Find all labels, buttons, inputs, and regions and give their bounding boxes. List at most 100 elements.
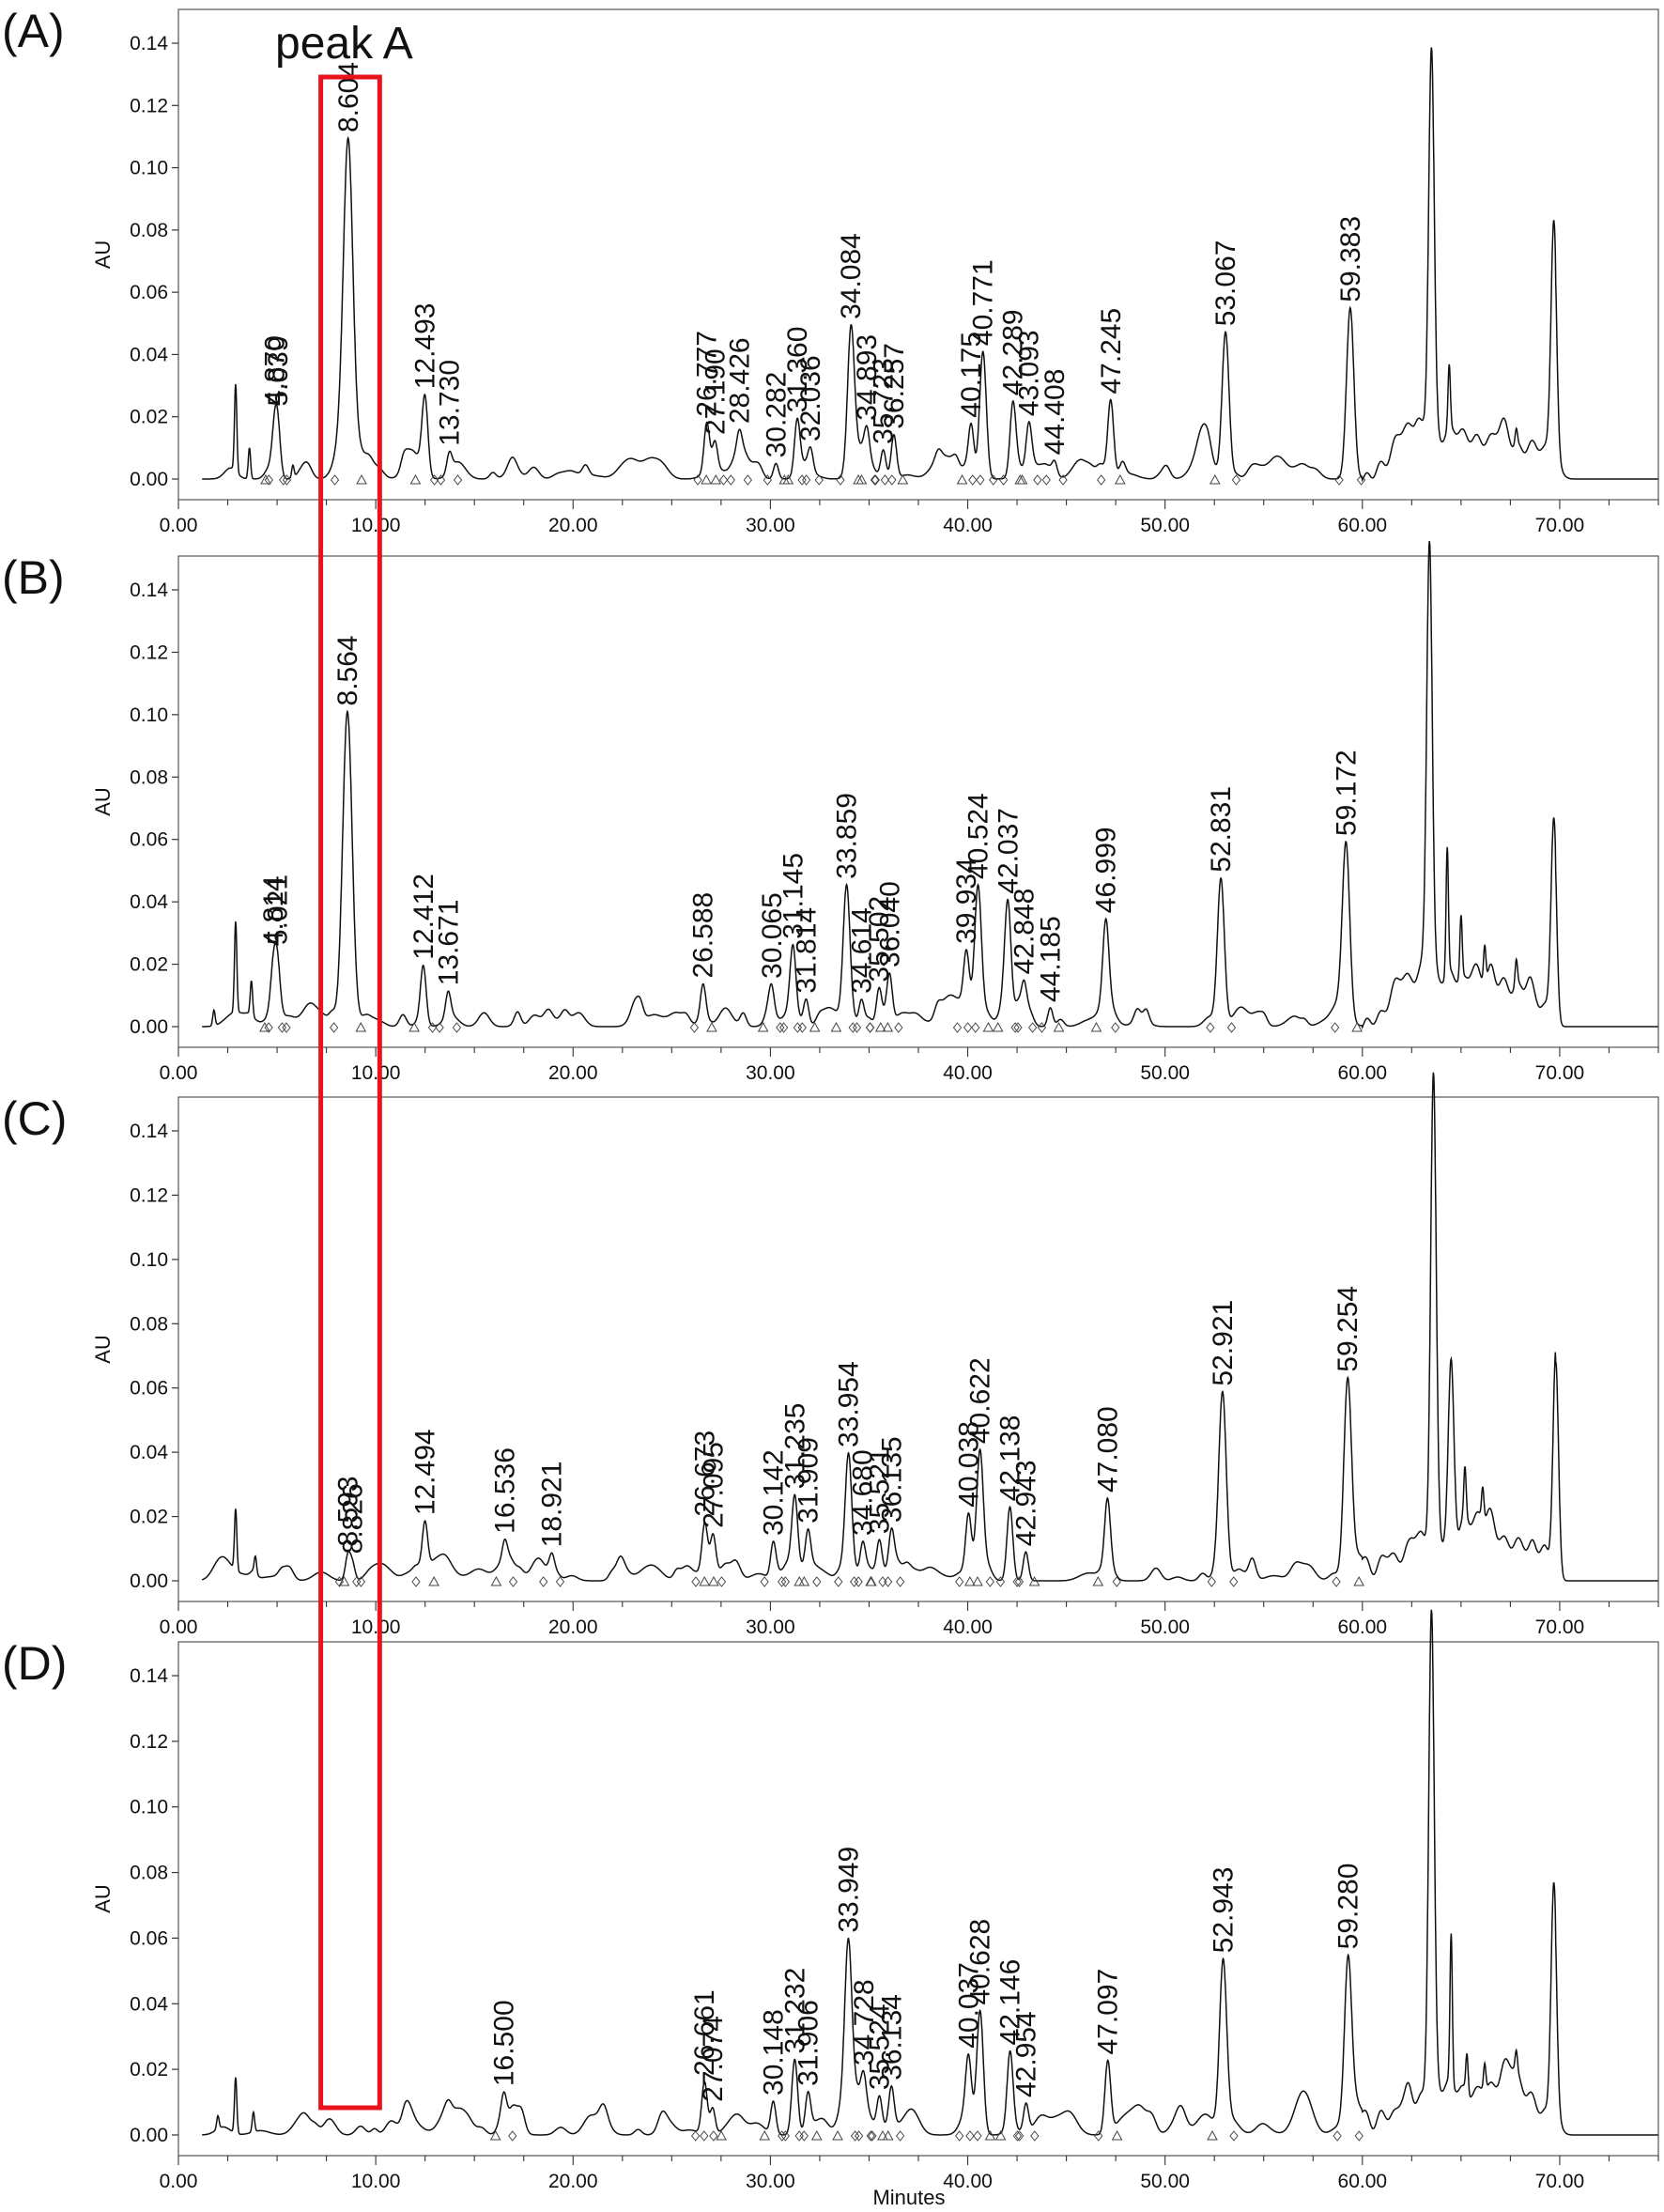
y-tick-label-a-4: 0.08 [130,220,168,241]
y-tick-label-b-7: 0.14 [130,580,168,601]
peak-label-a-13: 35.723 [869,358,900,444]
peak-marker-a-5-0 [693,474,702,486]
x-tick-label-b-3: 30.00 [746,1062,795,1084]
panel-label-a: (A) [2,5,65,57]
x-tick-label-c-6: 60.00 [1338,1616,1388,1638]
peak-marker-b-19-1 [1226,1022,1237,1033]
peak-marker-b-1-0 [264,1022,273,1033]
peak-marker-c-16-0 [995,1576,1006,1587]
peak-label-d-11: 40.628 [965,1919,996,2005]
y-axis-label-a: AU [91,240,115,270]
peak-marker-d-16-0 [1333,2130,1342,2142]
plot-frame-b [177,555,1659,1048]
y-tick-label-a-0: 0.00 [130,469,168,490]
peak-label-c-1: 8.593 [333,1476,364,1546]
peak-label-a-15: 40.175 [956,332,987,418]
y-tick-label-d-6: 0.12 [130,1731,168,1753]
x-tick-label-d-5: 50.00 [1140,2171,1190,2192]
peak-marker-a-5-1 [710,473,722,485]
peak-marker-a-2-1 [356,473,367,485]
peak-marker-c-17-1 [1028,1575,1040,1586]
peak-marker-d-3-1 [778,2130,787,2142]
peak-marker-a-22-0 [1334,474,1344,486]
peak-marker-d-1-1 [709,2130,718,2142]
panel-label-d: (D) [2,1637,67,1690]
trace-line-d [202,1609,1658,2136]
y-tick-label-a-5: 0.10 [130,158,168,179]
peak-marker-a-10-0 [797,474,807,486]
peak-marker-b-6-0 [757,1021,769,1032]
peak-marker-a-7-1 [743,474,752,486]
x-tick-label-d-6: 60.00 [1338,2171,1388,2192]
peak-marker-b-15-0 [992,1021,1004,1032]
x-tick-label-a-2: 20.00 [548,515,598,536]
peak-label-d-15: 52.943 [1209,1867,1240,1954]
x-tick-label-b-1: 10.00 [351,1062,401,1084]
peak-label-d-12: 42.146 [995,1959,1026,2046]
peak-marker-b-4-0 [435,1022,444,1033]
peak-marker-b-5-0 [689,1022,700,1033]
trace-line-a [202,47,1658,483]
peak-marker-c-8-0 [780,1576,791,1587]
x-tick-label-a-7: 70.00 [1535,515,1585,536]
peak-marker-c-13-1 [896,1576,905,1587]
peak-marker-b-2-0 [330,1022,339,1033]
peak-marker-a-4-0 [436,474,446,486]
peak-marker-b-11-0 [866,1022,875,1033]
peak-marker-a-19-1 [1058,474,1068,486]
x-tick-label-d-7: 70.00 [1535,2171,1585,2192]
peak-label-a-6: 27.190 [700,348,731,435]
peak-label-c-7: 30.142 [758,1449,789,1536]
peak-marker-a-11-1 [855,473,868,485]
peak-label-b-9: 33.859 [831,793,862,879]
peak-marker-d-5-0 [794,2130,804,2142]
y-tick-label-d-5: 0.10 [130,1797,168,1818]
peak-label-a-22: 59.383 [1335,216,1366,302]
peak-label-c-8: 31.235 [779,1403,810,1490]
peak-marker-c-20-1 [1353,1575,1364,1586]
peak-label-a-11: 34.084 [836,233,867,319]
peak-marker-b-17-0 [1037,1022,1047,1033]
panel-a: (A) AU 0.00 0.02 0.04 0.06 0.08 0.10 0.12 0.14 0.0… [2,5,1659,536]
peak-label-b-19: 52.831 [1206,786,1237,873]
peak-marker-a-21-0 [1209,473,1221,485]
x-tick-label-d-1: 10.00 [351,2171,401,2192]
peak-marker-a-4-1 [453,474,463,486]
y-axis-label-b: AU [91,787,115,816]
peak-marker-a-14-1 [897,473,909,485]
peak-label-c-17: 42.943 [1010,1460,1041,1546]
peak-label-a-0: 4.870 [259,335,290,406]
x-tick-label-d-4: 40.00 [943,2171,993,2192]
peak-marker-a-7-0 [726,474,735,486]
peak-label-b-16: 42.848 [1009,889,1040,975]
panel-label-c: (C) [2,1092,67,1145]
peak-marker-d-2-0 [700,2130,709,2142]
peak-marker-a-21-1 [1231,474,1241,486]
peak-marker-b-8-1 [809,1021,821,1032]
peak-marker-c-19-1 [1229,1576,1239,1587]
peak-marker-a-20-1 [1115,473,1126,485]
peak-label-c-18: 47.080 [1092,1406,1123,1493]
peak-label-b-15: 42.037 [993,808,1024,894]
peak-marker-a-1-0 [264,474,273,486]
peak-marker-b-20-1 [1351,1021,1363,1032]
x-tick-label-a-5: 50.00 [1140,515,1190,536]
peak-marker-c-14-0 [955,1576,964,1587]
y-tick-label-d-1: 0.02 [130,2059,168,2081]
x-tick-label-b-4: 40.00 [943,1062,993,1084]
peak-marker-a-9-0 [782,473,794,485]
y-tick-label-b-2: 0.04 [130,891,168,913]
peak-marker-b-18-1 [1111,1022,1120,1033]
x-tick-label-c-4: 40.00 [943,1616,993,1638]
peak-marker-a-19-0 [1041,474,1051,486]
peak-marker-d-11-0 [965,2130,975,2142]
peak-marker-c-7-0 [760,1576,769,1587]
peak-marker-c-13-0 [878,1576,887,1587]
peak-label-a-14: 36.257 [879,343,910,429]
y-axis-label-c: AU [91,1335,115,1364]
y-axis-label-d: AU [91,1884,115,1913]
peak-label-a-7: 28.426 [724,337,755,424]
x-tick-label-c-5: 50.00 [1140,1616,1190,1638]
peak-marker-b-5-1 [706,1021,717,1032]
x-tick-label-b-0: 0.00 [160,1062,198,1084]
